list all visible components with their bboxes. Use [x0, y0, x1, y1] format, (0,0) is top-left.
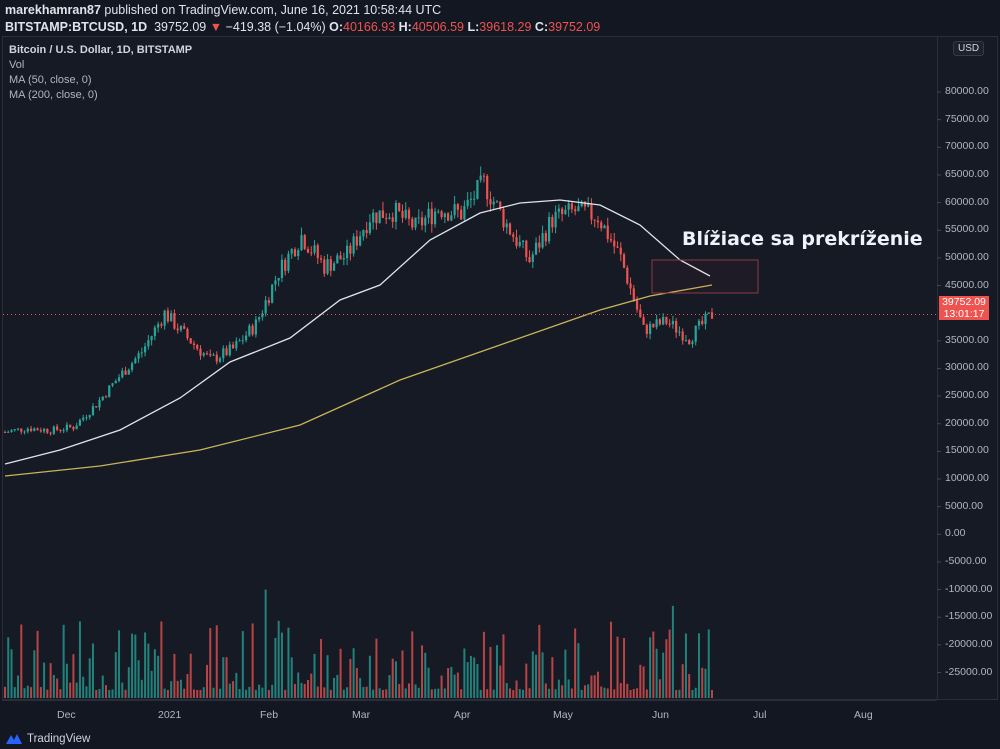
- legend-ma200[interactable]: MA (200, close, 0): [9, 89, 98, 101]
- price-tick: 50000.00: [945, 250, 989, 263]
- time-tick: Dec: [57, 709, 76, 721]
- price-tick: -5000.00: [945, 554, 987, 567]
- down-arrow-icon: ▼: [209, 20, 223, 34]
- price-tag-value: 39752.09: [942, 296, 986, 308]
- time-tick: 2021: [158, 709, 182, 721]
- time-axis[interactable]: [2, 700, 937, 729]
- price-tick: 35000.00: [945, 333, 989, 346]
- time-tick: Jun: [652, 709, 669, 721]
- price-tick: 45000.00: [945, 278, 989, 291]
- close-value: 39752.09: [548, 20, 601, 34]
- price-tick: -10000.00: [945, 582, 993, 595]
- price-tick: 5000.00: [945, 499, 983, 512]
- high-label: H:: [398, 20, 412, 34]
- time-tick: Apr: [454, 709, 471, 721]
- time-tick: Mar: [352, 709, 371, 721]
- price-tick: -20000.00: [945, 637, 993, 650]
- low-value: 39618.29: [479, 20, 532, 34]
- last-price: 39752.09: [154, 20, 207, 34]
- legend-title[interactable]: Bitcoin / U.S. Dollar, 1D, BITSTAMP: [9, 44, 193, 56]
- price-change: −419.38 (−1.04%): [225, 20, 326, 34]
- symbol-label: BITSTAMP:BTCUSD, 1D: [5, 20, 148, 34]
- price-tick: 0.00: [945, 527, 966, 540]
- price-tick: 10000.00: [945, 472, 989, 484]
- open-value: 40166.93: [343, 20, 396, 34]
- price-tick: 55000.00: [945, 223, 989, 236]
- price-tick: 80000.00: [945, 85, 989, 97]
- price-tick: 65000.00: [945, 167, 989, 180]
- price-tick: 60000.00: [945, 195, 989, 208]
- publish-header: marekhamran87 published on TradingView.c…: [5, 2, 600, 36]
- currency-badge[interactable]: USD: [953, 41, 985, 56]
- chart-pane[interactable]: [2, 36, 998, 700]
- low-label: L:: [467, 20, 480, 34]
- countdown: 13:01:17: [943, 308, 985, 320]
- legend-vol[interactable]: Vol: [9, 59, 25, 71]
- time-tick: Jul: [753, 709, 767, 721]
- ohlc-line: BITSTAMP:BTCUSD, 1D 39752.09 ▼ −419.38 (…: [5, 19, 600, 36]
- publish-info: published on TradingView.com, June 16, 2…: [100, 3, 442, 17]
- time-tick: Feb: [260, 709, 279, 721]
- legend-ma50[interactable]: MA (50, close, 0): [9, 74, 92, 86]
- price-tick: 15000.00: [945, 444, 989, 457]
- last-price-tag: 39752.09 13:01:17: [939, 296, 989, 320]
- time-tick: May: [553, 709, 573, 721]
- chart-legend: Bitcoin / U.S. Dollar, 1D, BITSTAMP Vol …: [9, 43, 192, 103]
- price-tick: -15000.00: [945, 610, 993, 623]
- price-tick: 25000.00: [945, 389, 989, 402]
- price-tick: -25000.00: [945, 665, 993, 678]
- author-name[interactable]: marekhamran87: [5, 3, 101, 17]
- open-label: O:: [329, 20, 344, 34]
- tradingview-logo[interactable]: TradingView: [5, 732, 90, 746]
- price-tick: 75000.00: [945, 112, 989, 125]
- price-tick: 30000.00: [945, 361, 989, 374]
- time-tick: Aug: [854, 709, 873, 721]
- brand-label: TradingView: [27, 733, 91, 745]
- crossover-annotation: Blížiace sa prekríženie: [682, 228, 923, 250]
- price-tick: 20000.00: [945, 416, 989, 429]
- tradingview-icon: [6, 734, 22, 744]
- high-value: 40506.59: [411, 20, 464, 34]
- price-tick: 70000.00: [945, 140, 989, 153]
- close-label: C:: [534, 20, 549, 34]
